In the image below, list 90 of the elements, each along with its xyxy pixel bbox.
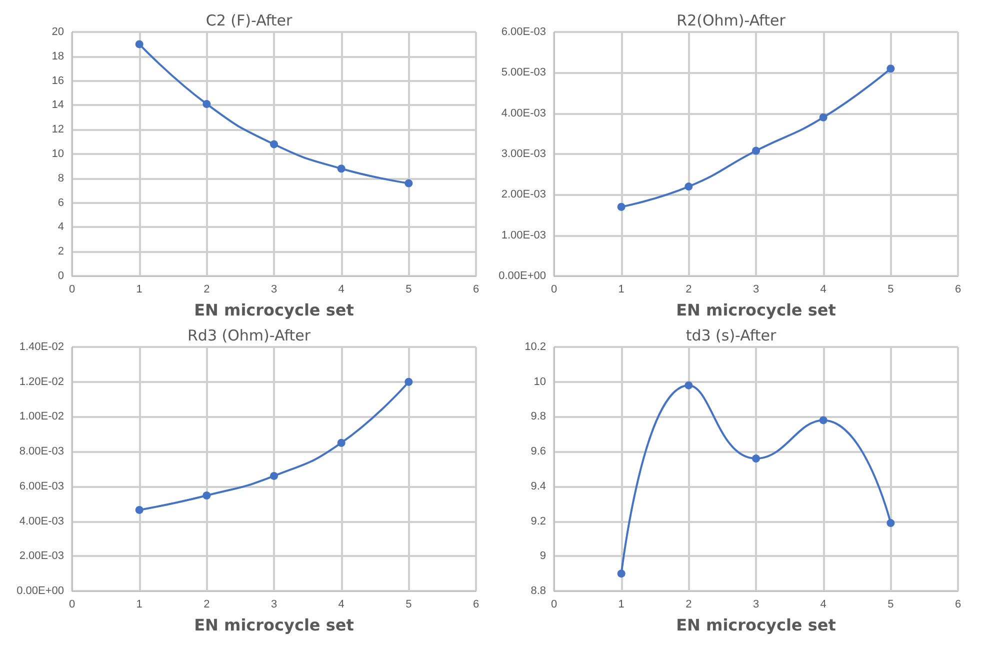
chart-title: td3 (s)-After — [686, 326, 777, 344]
x-tick-label: 6 — [954, 284, 962, 296]
chart-title: Rd3 (Ohm)-After — [188, 326, 312, 344]
x-tick-label: 1 — [618, 284, 624, 296]
y-tick-label: 5.00E-03 — [501, 66, 546, 79]
point — [819, 416, 828, 424]
x-tick-label: 0 — [550, 598, 558, 610]
x-tick-label: 5 — [406, 598, 412, 610]
x-tick-label: 1 — [136, 284, 142, 296]
x-tick-label: 5 — [406, 284, 412, 296]
y-tick-label: 4.00E-03 — [19, 515, 64, 528]
y-tick-label: 10 — [52, 148, 64, 160]
x-axis-title: EN microcycle set — [194, 616, 354, 634]
point — [135, 506, 144, 514]
y-tick-label: 0.00E+00 — [16, 585, 64, 597]
x-tick-label: 4 — [820, 284, 826, 296]
x-tick-label: 3 — [752, 598, 760, 610]
y-tick-label: 16 — [52, 74, 64, 87]
y-tick-label: 6.00E-03 — [19, 480, 64, 492]
x-tick-label: 3 — [752, 284, 760, 296]
x-tick-label: 2 — [686, 598, 692, 610]
point — [404, 378, 413, 386]
point — [404, 179, 413, 188]
x-tick-label: 0 — [68, 284, 76, 296]
x-tick-label: 1 — [618, 598, 624, 610]
x-tick-label: 6 — [472, 284, 480, 296]
y-tick-label: 6.00E-03 — [501, 26, 546, 38]
point — [135, 40, 144, 48]
x-axis-title: EN microcycle set — [194, 300, 354, 320]
y-tick-label: 8 — [58, 172, 64, 184]
y-tick-label: 10.2 — [524, 341, 546, 353]
point — [752, 454, 760, 463]
x-tick-label: 0 — [68, 598, 76, 610]
point — [617, 202, 626, 211]
y-tick-label: 9.6 — [530, 446, 546, 458]
x-tick-label: 5 — [888, 598, 894, 610]
point — [202, 491, 211, 500]
x-tick-label: 2 — [204, 284, 210, 296]
x-axis-title: EN microcycle set — [676, 300, 836, 320]
y-tick-label: 9.4 — [530, 480, 546, 492]
x-tick-label: 3 — [270, 598, 278, 610]
point — [886, 64, 895, 73]
y-tick-label: 1.40E-02 — [19, 341, 64, 353]
y-tick-label: 2 — [58, 246, 64, 258]
point — [337, 438, 346, 447]
x-tick-label: 2 — [204, 598, 210, 610]
y-tick-label: 9 — [540, 550, 546, 562]
point — [202, 100, 211, 108]
y-tick-label: 6 — [58, 196, 64, 209]
y-tick-label: 18 — [52, 50, 64, 62]
x-tick-label: 0 — [550, 284, 558, 296]
point — [270, 472, 278, 480]
y-tick-label: 3.00E-03 — [501, 148, 546, 160]
x-tick-label: 6 — [472, 598, 480, 610]
y-tick-label: 0.00E+00 — [498, 270, 546, 282]
x-tick-label: 5 — [888, 284, 894, 296]
point — [337, 164, 346, 173]
y-tick-label: 9.8 — [530, 410, 546, 423]
y-tick-label: 4 — [58, 221, 64, 234]
y-tick-label: 4.00E-03 — [501, 107, 546, 120]
y-tick-label: 8.00E-03 — [19, 446, 64, 458]
y-tick-label: 10 — [534, 376, 546, 388]
chart-title: R2(Ohm)-After — [676, 12, 786, 30]
y-tick-label: 8.8 — [530, 585, 546, 597]
x-tick-label: 4 — [820, 598, 826, 610]
x-tick-label: 1 — [136, 598, 142, 610]
x-tick-label: 6 — [954, 598, 962, 610]
x-tick-label: 4 — [338, 284, 344, 296]
y-tick-label: 1.20E-02 — [19, 376, 64, 388]
y-tick-label: 20 — [52, 26, 64, 38]
point — [684, 182, 693, 191]
chart-title: C2 (F)-After — [206, 12, 293, 30]
point — [886, 519, 895, 528]
x-tick-label: 3 — [270, 284, 278, 296]
y-tick-label: 2.00E-03 — [501, 188, 546, 201]
point — [684, 381, 693, 390]
point — [617, 570, 626, 578]
x-tick-label: 4 — [338, 598, 344, 610]
y-tick-label: 2.00E-03 — [19, 550, 64, 562]
y-tick-label: 0 — [58, 270, 64, 282]
y-tick-label: 1.00E-02 — [19, 410, 64, 423]
point — [270, 140, 278, 148]
y-tick-label: 14 — [52, 99, 64, 112]
y-tick-label: 9.2 — [530, 515, 546, 528]
x-axis-title: EN microcycle set — [676, 616, 836, 634]
y-tick-label: 1.00E-03 — [501, 229, 546, 242]
point — [752, 146, 760, 155]
point — [819, 113, 828, 122]
y-tick-label: 12 — [52, 124, 64, 136]
x-tick-label: 2 — [686, 284, 692, 296]
